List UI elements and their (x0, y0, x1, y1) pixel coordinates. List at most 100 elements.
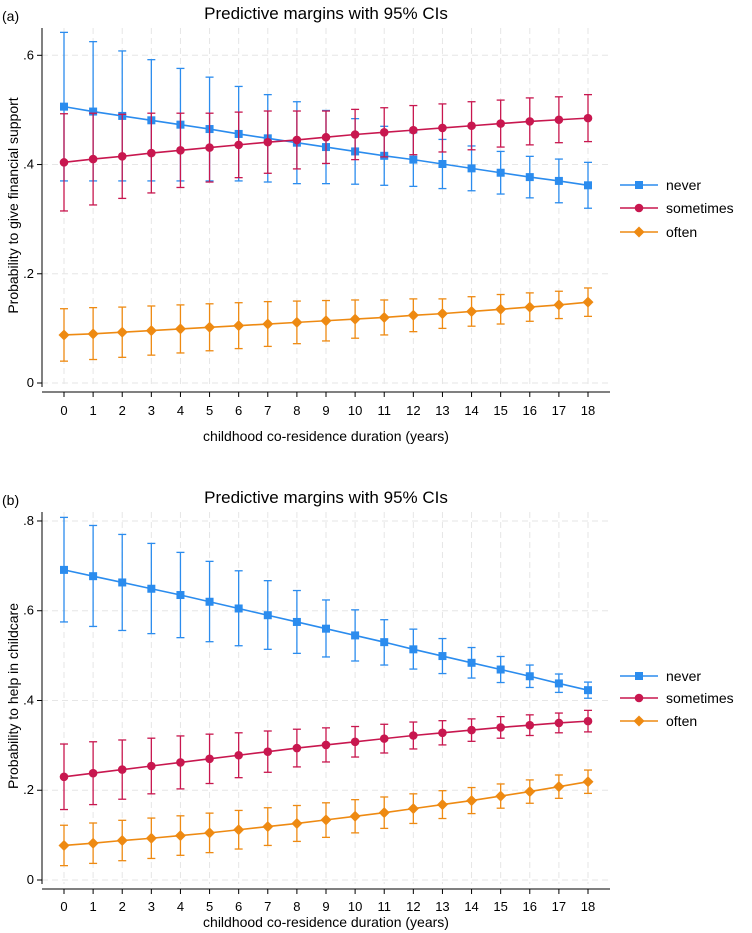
data-point (59, 772, 69, 782)
x-tick-label: 15 (493, 403, 507, 418)
legend-item-sometimes: sometimes (620, 200, 734, 216)
legend-marker (634, 203, 644, 213)
x-tick-label: 5 (206, 403, 213, 418)
x-tick-label: 0 (60, 403, 67, 418)
x-tick-label: 1 (89, 899, 96, 914)
x-axis-label: childhood co-residence duration (years) (203, 914, 449, 930)
y-tick-label: .6 (23, 47, 34, 62)
data-point (263, 747, 273, 756)
legend-label: often (666, 224, 697, 240)
y-tick-label: .8 (23, 513, 34, 528)
data-point (525, 117, 535, 126)
x-tick-label: 4 (177, 403, 184, 418)
data-point (60, 102, 68, 111)
data-point (350, 737, 360, 747)
x-tick-label: 7 (264, 899, 271, 914)
data-point (554, 679, 563, 688)
data-point (350, 130, 360, 139)
x-tick-label: 12 (406, 899, 420, 914)
x-tick-label: 3 (148, 403, 155, 418)
data-point (147, 761, 156, 771)
data-point (118, 578, 127, 587)
x-tick-label: 11 (377, 403, 391, 418)
data-point (438, 652, 447, 661)
chart-title: Predictive margins with 95% CIs (204, 4, 448, 23)
data-point (438, 728, 447, 738)
data-point (378, 807, 390, 819)
data-point (436, 799, 448, 811)
data-point (496, 168, 505, 177)
y-tick-label: .4 (23, 692, 34, 707)
data-point (409, 645, 418, 654)
x-tick-label: 0 (60, 899, 67, 914)
x-tick-label: 18 (581, 403, 595, 418)
y-tick-label: 0 (27, 872, 34, 887)
legend-label: never (666, 177, 701, 193)
x-tick-label: 4 (177, 899, 184, 914)
data-point (495, 790, 507, 802)
data-point (554, 718, 564, 728)
data-point (320, 814, 332, 826)
data-point (234, 750, 243, 760)
x-tick-label: 17 (552, 899, 566, 914)
data-point (117, 765, 127, 774)
data-point (524, 786, 536, 798)
data-point (466, 795, 478, 807)
data-point (116, 835, 128, 847)
data-point (409, 155, 418, 164)
data-point (322, 624, 330, 633)
x-tick-label: 2 (119, 899, 126, 914)
data-point (583, 716, 593, 726)
data-point (496, 665, 505, 674)
data-point (176, 146, 185, 155)
legend-label: often (666, 713, 697, 729)
legend-marker (633, 715, 645, 727)
x-tick-label: 8 (293, 899, 300, 914)
legend-marker (635, 672, 643, 680)
legend-item-sometimes: sometimes (620, 690, 734, 706)
x-tick-label: 17 (552, 403, 566, 418)
data-point (233, 824, 245, 836)
chart-panel-b: (b) Predictive margins with 95% CIs 0 .2 .4.… (2, 488, 734, 930)
data-point (436, 308, 448, 320)
y-tick-label: .4 (23, 157, 34, 172)
data-point (321, 132, 331, 142)
data-point (380, 638, 389, 647)
data-point (349, 313, 361, 325)
y-tick-label: .2 (23, 266, 34, 281)
data-point (89, 107, 98, 116)
data-point (583, 113, 593, 123)
data-point (88, 768, 98, 778)
x-tick-label: 1 (89, 403, 96, 418)
data-point (204, 321, 216, 333)
x-tick-label: 10 (348, 899, 362, 914)
data-point (467, 725, 476, 735)
y-axis-label: Probability to help in childcare (5, 603, 21, 789)
x-axis-label: childhood co-residence duration (years) (203, 428, 449, 444)
panel-label: (a) (2, 8, 19, 24)
data-point (525, 720, 535, 730)
data-point (291, 817, 303, 829)
legend-label: never (666, 668, 701, 684)
x-tick-label: 13 (435, 899, 449, 914)
data-point (117, 152, 127, 161)
data-point (582, 776, 594, 788)
legend-marker (634, 693, 644, 703)
data-point (438, 123, 447, 133)
series-sometimes (59, 93, 593, 212)
data-point (378, 311, 390, 323)
data-point (234, 604, 243, 613)
series-often (58, 287, 594, 362)
x-tick-label: 11 (377, 899, 391, 914)
data-point (205, 754, 214, 764)
data-point (582, 296, 594, 308)
x-tick-label: 8 (293, 403, 300, 418)
data-point (553, 299, 565, 311)
data-point (349, 810, 361, 822)
legend-marker (633, 226, 645, 238)
legend-label: sometimes (666, 690, 734, 706)
y-tick-label: .6 (23, 603, 34, 618)
x-tick-label: 10 (348, 403, 362, 418)
data-point (584, 686, 592, 695)
panel-label: (b) (2, 492, 19, 508)
